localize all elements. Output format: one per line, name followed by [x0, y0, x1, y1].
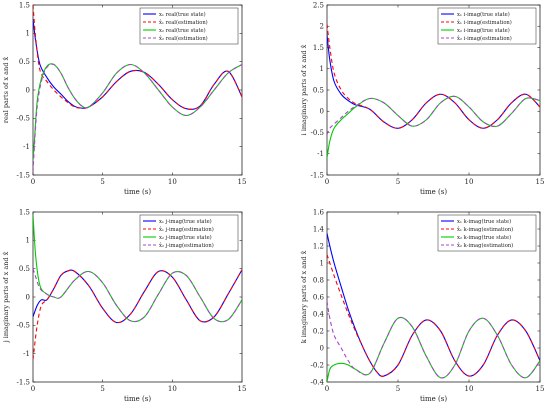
- legend-label: x₁ real(true state): [159, 11, 206, 18]
- legend-label: x₁ i-imag(true state): [457, 11, 510, 18]
- y-tick-label: -0.4: [311, 378, 325, 386]
- y-tick-label: 2: [320, 23, 324, 31]
- y-tick-label: -0.5: [17, 115, 31, 123]
- chart-panel-3: 0 5 10 15 -1.5 -1 -0.5 0 0.5 1 1.5 time (s) j imagin…: [1, 208, 246, 403]
- y-tick-label: 2.5: [313, 1, 324, 9]
- y-tick-label: 1: [26, 30, 30, 38]
- legend-label: x₁ k-imag(true state): [457, 218, 511, 225]
- chart-panel-2: 0 5 10 15 -1.5 -1 -0.5 0 0.5 1 1.5 2 2.5 time (s) i im…: [299, 1, 544, 196]
- y-tick-label: 1.6: [313, 208, 325, 216]
- y-tick-label: 0: [26, 86, 30, 94]
- y-tick-label: 0.2: [313, 327, 324, 335]
- x-axis-label: time (s): [420, 188, 447, 196]
- x-tick-label: 0: [31, 385, 35, 393]
- x-tick-label: 15: [536, 385, 545, 393]
- legend: x₁ j-imag(true state)x̂₁ j-imag(estimati…: [139, 214, 239, 252]
- series-line-4: [327, 95, 540, 135]
- series-line-4: [33, 63, 242, 173]
- x-tick-label: 10: [465, 178, 474, 186]
- series-line-2: [33, 269, 242, 360]
- y-tick-label: 1: [320, 65, 324, 73]
- series-line-2: [327, 254, 540, 377]
- x-tick-label: 0: [31, 178, 35, 186]
- x-tick-label: 0: [325, 385, 329, 393]
- y-tick-label: -1: [317, 150, 324, 158]
- y-tick-label: 0.5: [19, 58, 30, 66]
- y-axis-label: i imaginary parts of x and x̂: [299, 44, 308, 135]
- x-tick-label: 15: [238, 178, 247, 186]
- y-tick-label: -0.2: [311, 361, 325, 369]
- x-axis-label: time (s): [124, 395, 151, 403]
- legend-box: [139, 7, 239, 45]
- y-axis-label: j imaginary parts of x and x̂: [1, 251, 10, 343]
- x-tick-label: 0: [325, 178, 329, 186]
- y-tick-label: 0.5: [19, 265, 30, 273]
- series-line-4: [33, 268, 242, 323]
- legend: x₁ i-imag(true state)x̂₁ i-imag(estimati…: [437, 7, 537, 45]
- y-tick-label: 0.6: [313, 293, 325, 301]
- x-axis-label: time (s): [420, 395, 447, 403]
- y-tick-label: 0: [26, 293, 30, 301]
- y-tick-label: 1.5: [19, 1, 30, 9]
- legend-label: x̂₂ k-imag(estimation): [457, 242, 513, 249]
- y-tick-label: -1: [23, 143, 30, 151]
- legend-label: x₂ k-imag(true state): [457, 234, 511, 241]
- y-tick-label: -1.5: [17, 378, 31, 386]
- chart-panel-4: 0 5 10 15 -0.4 -0.2 0 0.2 0.4 0.6 0.8 1 1.2 1.4 1.6 tim…: [299, 208, 544, 403]
- x-tick-label: 10: [168, 178, 177, 186]
- series-line-2: [33, 5, 242, 110]
- y-axis-label: k imaginary parts of x and x̂: [299, 250, 308, 343]
- y-axis-label: real parts of x and x̂: [1, 57, 10, 124]
- legend-box: [437, 214, 537, 252]
- x-tick-label: 10: [168, 385, 177, 393]
- y-tick-label: 1: [320, 259, 324, 267]
- y-tick-label: -0.5: [17, 322, 31, 330]
- x-tick-label: 5: [396, 178, 400, 186]
- y-tick-label: 0.4: [313, 310, 325, 318]
- legend-label: x̂₁ i-imag(estimation): [457, 19, 512, 26]
- chart-panel-1: 0 5 10 15 -1.5 -1 -0.5 0 0.5 1 1.5 time (s) real par…: [1, 1, 246, 196]
- legend: x₁ real(true state)x̂₁ real(estimation)x…: [139, 7, 239, 45]
- series-line-2: [327, 24, 540, 129]
- legend-label: x̂₁ k-imag(estimation): [457, 226, 513, 233]
- x-tick-label: 5: [396, 385, 400, 393]
- x-axis-label: time (s): [124, 188, 151, 196]
- legend-box: [139, 214, 239, 252]
- legend-label: x̂₂ real(estimation): [159, 35, 208, 42]
- y-tick-label: 0: [320, 344, 324, 352]
- y-tick-label: 0.8: [313, 276, 324, 284]
- x-tick-label: 5: [100, 178, 104, 186]
- x-tick-label: 15: [536, 178, 545, 186]
- y-tick-label: 1.4: [313, 225, 325, 233]
- x-tick-label: 5: [100, 385, 104, 393]
- legend-box: [437, 7, 537, 45]
- y-tick-label: 0.5: [313, 86, 324, 94]
- y-tick-label: 1.5: [19, 208, 30, 216]
- x-tick-label: 15: [238, 385, 247, 393]
- x-tick-label: 10: [465, 385, 474, 393]
- legend: x₁ k-imag(true state)x̂₁ k-imag(estimati…: [437, 214, 537, 252]
- legend-label: x₁ j-imag(true state): [159, 218, 212, 225]
- legend-label: x₂ j-imag(true state): [159, 234, 212, 241]
- legend-label: x₂ i-imag(true state): [457, 27, 510, 34]
- y-tick-label: -1.5: [17, 171, 31, 179]
- y-tick-label: 1: [26, 237, 30, 245]
- y-tick-label: -1: [23, 350, 30, 358]
- legend-label: x̂₁ real(estimation): [159, 19, 208, 26]
- y-tick-label: 0: [320, 108, 324, 116]
- series-line-4: [327, 301, 540, 379]
- legend-label: x̂₂ j-imag(estimation): [159, 242, 214, 249]
- legend-label: x₂ real(true state): [159, 27, 206, 34]
- y-tick-label: -1.5: [311, 171, 325, 179]
- y-tick-label: -0.5: [311, 129, 325, 137]
- y-tick-label: 1.2: [313, 242, 324, 250]
- y-tick-label: 1.5: [313, 44, 324, 52]
- legend-label: x̂₂ i-imag(estimation): [457, 35, 512, 42]
- legend-label: x̂₁ j-imag(estimation): [159, 226, 214, 233]
